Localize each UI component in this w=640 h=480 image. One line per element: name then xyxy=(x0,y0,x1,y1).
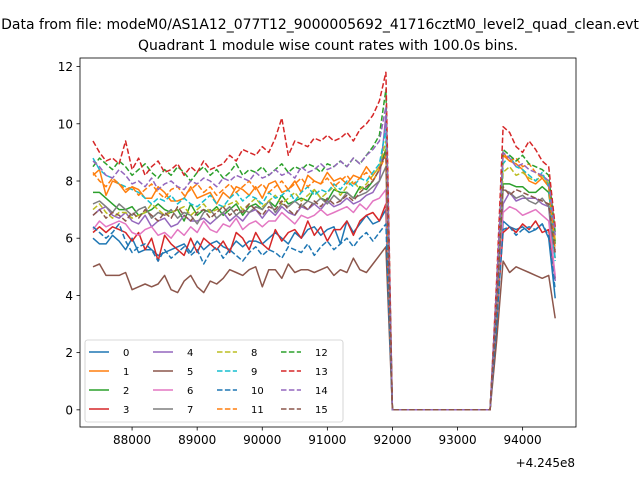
legend-label-5: 5 xyxy=(187,367,193,378)
legend-label-2: 2 xyxy=(123,386,129,397)
legend-label-6: 6 xyxy=(187,386,193,397)
legend-label-15: 15 xyxy=(315,405,328,416)
legend-label-12: 12 xyxy=(315,348,328,359)
y-tick-label: 0 xyxy=(65,403,73,417)
y-tick-label: 4 xyxy=(65,289,73,303)
x-tick-label: 89000 xyxy=(178,433,216,447)
x-tick-label: 91000 xyxy=(308,433,346,447)
series-line-14 xyxy=(92,105,556,411)
x-tick-label: 88000 xyxy=(113,433,151,447)
x-tick-label: 92000 xyxy=(373,433,411,447)
legend-label-7: 7 xyxy=(187,405,193,416)
axes-frame xyxy=(79,57,577,428)
y-tick-label: 10 xyxy=(58,117,73,131)
figure-suptitle: Data from file: modeM0/AS1A12_077T12_900… xyxy=(1,17,639,33)
x-tick-label: 94000 xyxy=(504,433,542,447)
x-tick-label: 90000 xyxy=(243,433,281,447)
y-tick-label: 6 xyxy=(65,232,73,246)
legend-label-13: 13 xyxy=(315,367,328,378)
x-tick-label: 93000 xyxy=(438,433,476,447)
legend-label-11: 11 xyxy=(251,405,264,416)
y-tick-label: 2 xyxy=(65,346,73,360)
legend-label-0: 0 xyxy=(123,348,129,359)
x-axis-offset-label: +4.245e8 xyxy=(516,456,575,470)
legend-label-1: 1 xyxy=(123,367,129,378)
legend-label-10: 10 xyxy=(251,386,264,397)
legend-label-9: 9 xyxy=(251,367,257,378)
y-tick-label: 12 xyxy=(58,60,73,74)
legend-label-8: 8 xyxy=(251,348,257,359)
plot-area: 88000 89000 90000 91000 92000 93000 94000 0 2 4 6 8… xyxy=(58,57,577,447)
legend-label-14: 14 xyxy=(315,386,328,397)
legend-box xyxy=(84,339,344,423)
legend-label-4: 4 xyxy=(187,348,193,359)
y-tick-label: 8 xyxy=(65,175,73,189)
series-line-10 xyxy=(92,223,556,411)
legend-label-3: 3 xyxy=(123,405,129,416)
series-lines xyxy=(92,71,556,411)
chart-title: Quadrant 1 module wise count rates with … xyxy=(138,38,518,54)
